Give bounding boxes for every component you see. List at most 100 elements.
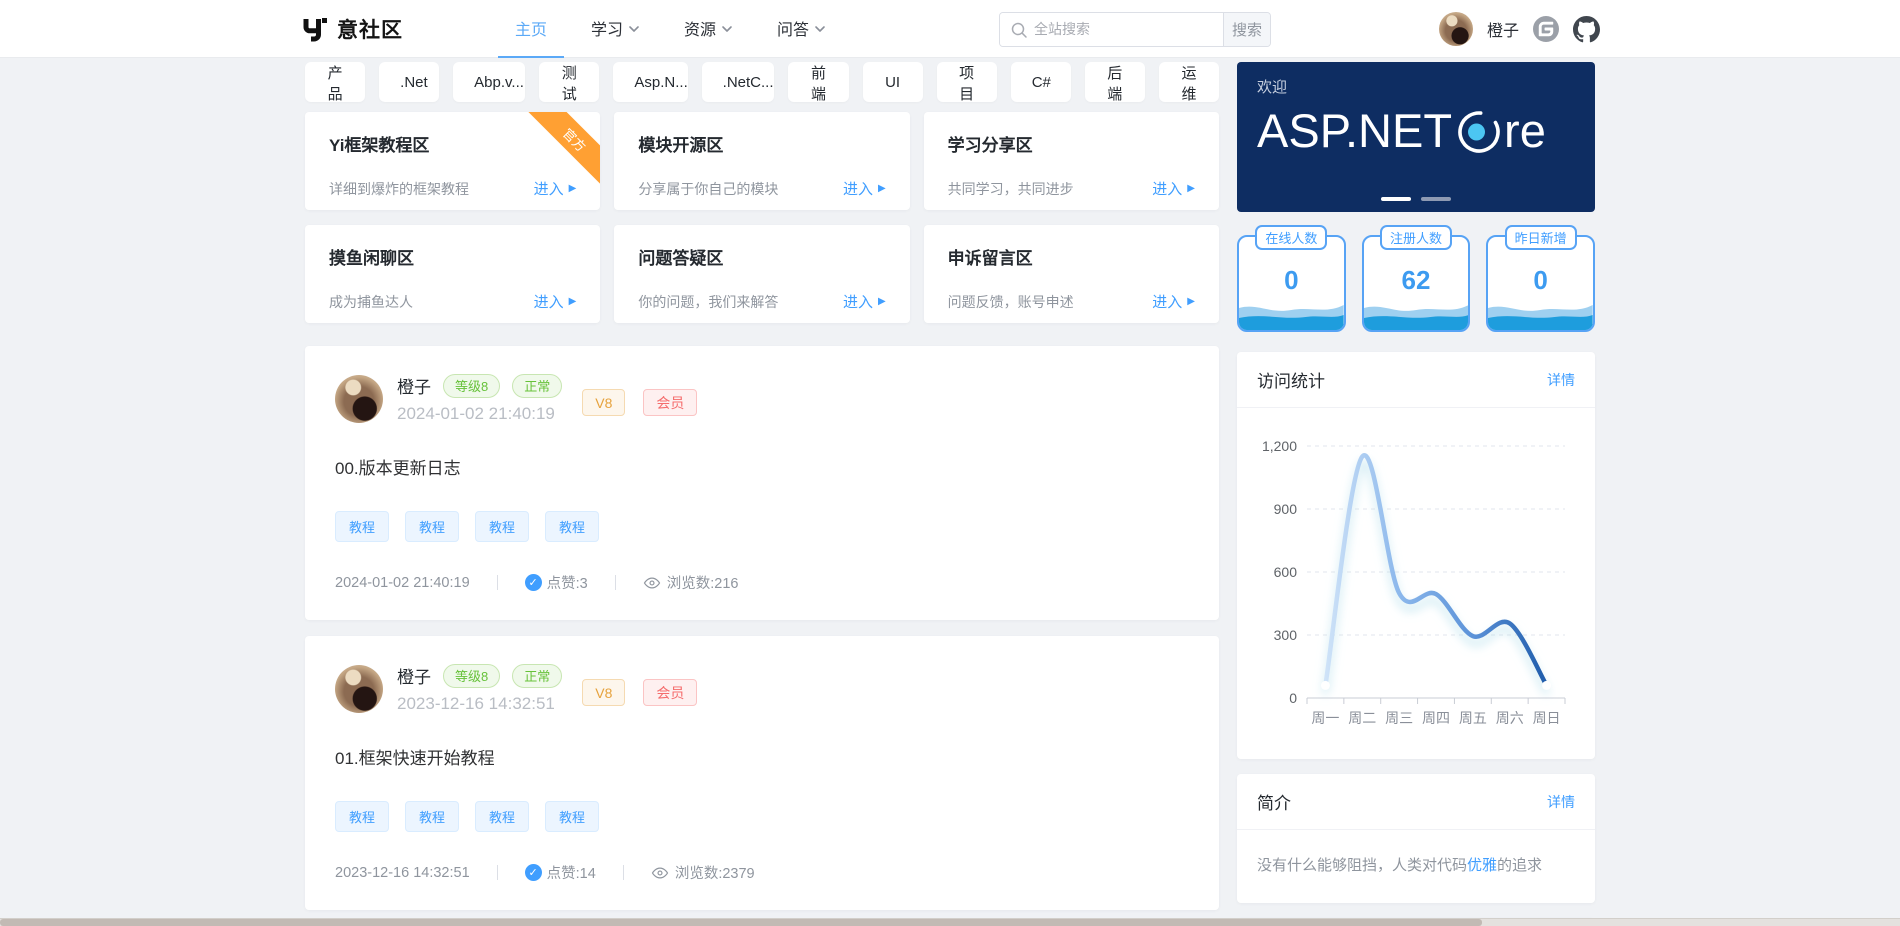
search-input[interactable] [999,12,1223,46]
arrow-right-icon: ▶ [1187,296,1195,307]
tag-filter[interactable]: 后端 [1084,62,1145,103]
horizontal-scrollbar[interactable] [0,918,1900,926]
nav-item[interactable]: 学习 [574,0,657,58]
stat-card: 昨日新增 0 [1486,225,1595,332]
post-tag[interactable]: 教程 [475,511,530,542]
vip-badge: V8 [582,679,626,706]
tag-filter-bar: 产品 .Net Abp.v... 测试 Asp.N... .NetC... 前端… [305,62,1220,103]
post-tag[interactable]: 教程 [335,801,390,832]
board-card[interactable]: 模块开源区 分享属于你自己的模块 进入 ▶ [614,112,910,210]
post-card[interactable]: 橙子 等级8 正常 2023-12-16 14:32:51 V8 会员 01.框… [305,636,1219,910]
wave-decoration [1488,294,1593,330]
post-footer: 2024-01-02 21:40:19 ✓ 点赞:3 浏览 [335,572,1189,593]
post-tag[interactable]: 教程 [405,801,460,832]
post-author-name[interactable]: 橙子 [397,378,431,397]
arrow-right-icon: ▶ [877,296,886,307]
intro-card: 简介 详情 没有什么能够阻挡，人类对代码优雅的追求 [1237,774,1595,903]
board-card[interactable]: 问题答疑区 你的问题，我们来解答 进入 ▶ [614,225,910,323]
stat-value: 62 [1401,265,1431,295]
welcome-banner[interactable]: 欢迎 ASP.NET re [1237,62,1595,212]
arrow-right-icon: ▶ [568,296,577,307]
site-title: 意社区 [337,19,403,42]
post-author-avatar[interactable] [335,374,383,423]
post-author-name[interactable]: 橙子 [397,668,431,687]
stat-value: 0 [1284,265,1299,295]
post-tag-list: 教程 教程 教程 教程 [335,511,1189,542]
board-grid: 官方 Yi框架教程区 详细到爆炸的框架教程 进入 ▶ 模块开源区 分享属于 [305,112,1219,323]
visit-line-chart: 0 300 600 900 1,200 周一 周二 周三 周四 周五 周六 周日 [1262,438,1566,726]
post-card[interactable]: 橙子 等级8 正常 2024-01-02 21:40:19 V8 会员 00.版… [305,346,1219,620]
tag-filter[interactable]: 项目 [936,62,997,103]
post-tag[interactable]: 教程 [545,801,600,832]
svg-text:周二: 周二 [1348,710,1376,726]
carousel-indicator[interactable] [1421,197,1451,201]
member-badge: 会员 [643,389,698,416]
enter-link[interactable]: 进入 ▶ [842,294,886,311]
svg-text:1,200: 1,200 [1262,438,1297,454]
scrollbar-thumb[interactable] [0,919,1482,926]
post-author-avatar[interactable] [335,664,383,713]
board-card[interactable]: 摸鱼闲聊区 成为捕鱼达人 进入 ▶ [305,225,601,323]
post-tag[interactable]: 教程 [405,511,460,542]
search-icon [1011,22,1027,38]
level-badge: 等级8 [443,373,501,398]
divider [496,575,498,590]
enter-link[interactable]: 进入 ▶ [533,181,577,198]
user-cluster: 橙子 [1438,12,1600,46]
carousel-indicator-active[interactable] [1381,197,1411,201]
post-tag[interactable]: 教程 [335,511,390,542]
tag-filter[interactable]: 测试 [539,62,600,103]
post-tag[interactable]: 教程 [475,801,530,832]
post-footer-time: 2024-01-02 21:40:19 [335,574,470,591]
view-count: 浏览数:216 [666,576,739,592]
board-desc: 分享属于你自己的模块 [638,180,779,197]
post-date: 2023-12-16 14:32:51 [397,694,555,713]
chevron-down-icon [629,26,639,32]
tag-filter[interactable]: 产品 [305,62,366,103]
nav-item[interactable]: 主页 [498,0,565,58]
nav-item[interactable]: 资源 [667,0,750,58]
post-title[interactable]: 01.框架快速开始教程 [335,749,495,768]
board-card[interactable]: 学习分享区 共同学习，共同进步 进入 ▶ [923,112,1219,210]
board-card[interactable]: 申诉留言区 问题反馈，账号申述 进入 ▶ [923,225,1219,323]
vip-badge: V8 [582,389,626,416]
nav-item[interactable]: 问答 [760,0,843,58]
visits-detail-link[interactable]: 详情 [1547,371,1575,388]
enter-link[interactable]: 进入 ▶ [1152,294,1195,311]
divider [496,865,498,880]
user-avatar[interactable] [1438,12,1473,46]
intro-detail-link[interactable]: 详情 [1547,793,1575,810]
enter-link[interactable]: 进入 ▶ [842,181,886,198]
stat-card: 注册人数 62 [1361,225,1471,332]
svg-text:周四: 周四 [1422,710,1450,726]
tag-filter[interactable]: UI [862,62,923,102]
post-date: 2024-01-02 21:40:19 [397,404,555,423]
stat-label: 在线人数 [1255,225,1328,250]
like-count: 点赞:3 [546,576,588,592]
tag-filter[interactable]: C# [1010,62,1071,102]
tag-filter[interactable]: .NetC... [701,62,775,102]
tag-filter[interactable]: Asp.N... [613,62,688,102]
board-desc: 详细到爆炸的框架教程 [329,180,469,197]
tag-filter[interactable]: 前端 [788,62,849,103]
svg-text:周一: 周一 [1311,710,1339,726]
post-list: 橙子 等级8 正常 2024-01-02 21:40:19 V8 会员 00.版… [305,346,1219,910]
enter-link[interactable]: 进入 ▶ [1152,181,1195,198]
post-title[interactable]: 00.版本更新日志 [335,459,461,478]
board-card[interactable]: 官方 Yi框架教程区 详细到爆炸的框架教程 进入 ▶ [305,112,601,210]
svg-text:周五: 周五 [1459,710,1487,726]
tag-filter[interactable]: 运维 [1158,62,1220,103]
post-tag[interactable]: 教程 [545,511,600,542]
stat-card: 在线人数 0 [1237,225,1346,332]
member-badge: 会员 [643,679,698,706]
search-button[interactable]: 搜索 [1222,12,1270,46]
username[interactable]: 橙子 [1486,23,1519,40]
github-icon[interactable] [1573,15,1600,43]
tag-filter[interactable]: Abp.v... [453,62,526,102]
enter-link[interactable]: 进入 ▶ [533,294,577,311]
tag-filter[interactable]: .Net [379,62,440,102]
brand[interactable]: 意社区 [300,14,403,44]
intro-title: 简介 [1257,794,1291,813]
gitee-icon[interactable] [1533,16,1559,42]
elegant-link[interactable]: 优雅 [1467,857,1498,874]
